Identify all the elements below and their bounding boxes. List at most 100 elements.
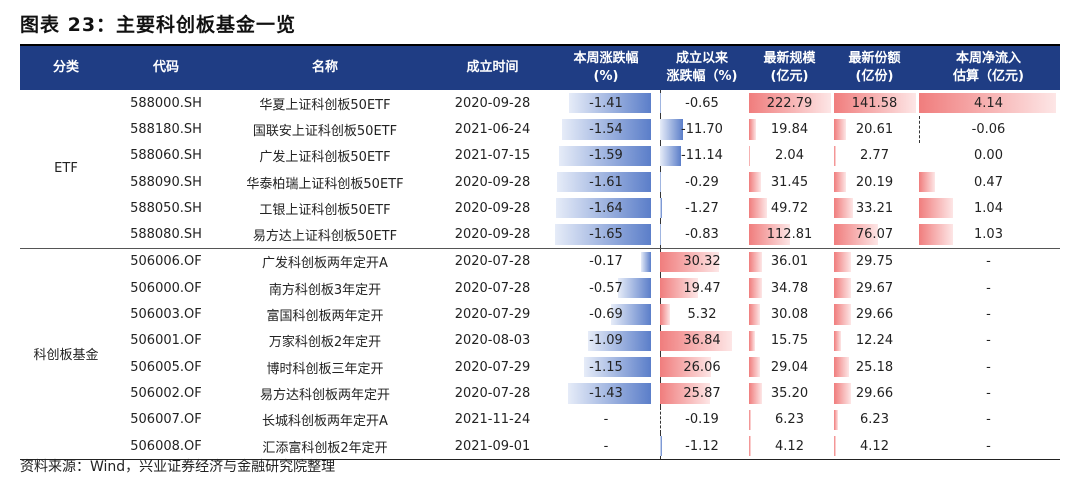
week-change-cell: -0.69 (555, 301, 657, 327)
table-row: 506000.OF 南方科创板3年定开 2020-07-28 -0.57 19.47 34… (20, 275, 1060, 302)
week-change-cell: -1.41 (555, 90, 657, 116)
week-change-cell: -0.17 (555, 248, 657, 275)
cell-value: 34.78 (770, 280, 809, 296)
since-inception-cell: 26.06 (657, 353, 747, 381)
bar-week-change (567, 383, 651, 404)
code-cell: 506003.OF (130, 307, 202, 323)
shares-cell: 20.19 (832, 169, 917, 195)
net-inflow-cell: - (917, 432, 1060, 461)
name-cell: 博时科创板三年定开 (266, 361, 384, 377)
cell-value: 15.75 (770, 333, 809, 349)
cell-value: -1.09 (589, 333, 623, 349)
shares-cell: 12.24 (832, 328, 917, 354)
scale-cell: 6.23 (747, 407, 832, 433)
shares-cell: 141.58 (832, 90, 917, 116)
cell-value: -1.65 (589, 227, 623, 243)
net-inflow-cell: 1.03 (917, 221, 1060, 249)
bar-shares (834, 224, 878, 245)
shares-cell: 25.18 (832, 354, 917, 380)
bar-net-inflow (919, 93, 1057, 114)
net-inflow-cell: 0.00 (917, 143, 1060, 169)
cell-value: 6.23 (775, 412, 804, 428)
bar-shares (834, 409, 838, 430)
name-cell: 富国科创板两年定开 (266, 309, 384, 325)
net-inflow-cell: - (917, 380, 1060, 406)
name-cell: 易方达上证科创板50ETF (220, 221, 430, 249)
code-cell: 588090.SH (130, 174, 202, 190)
bar-scale (749, 356, 760, 378)
cell-value: 35.20 (770, 385, 809, 401)
bar-scale (749, 171, 761, 193)
scale-cell: 31.45 (747, 169, 832, 195)
cell-value: 26.06 (683, 359, 721, 375)
bar-shares (834, 145, 836, 166)
table-row: 506003.OF 富国科创板两年定开 2020-07-29 -0.69 5.32 30.… (20, 301, 1060, 328)
scale-cell: 15.75 (747, 328, 832, 354)
bar-since-inception (659, 330, 732, 351)
col-header-since-inception: 成立以来 涨跌幅（%) (657, 46, 747, 90)
table-row: 506005.OF 博时科创板三年定开 2020-07-29 -1.15 26.06 29… (20, 353, 1060, 381)
cell-value: 0.47 (974, 174, 1003, 190)
bar-net-inflow (919, 224, 954, 245)
bar-shares (834, 383, 852, 404)
since-inception-cell: -1.12 (657, 432, 747, 461)
cell-value: - (986, 333, 991, 349)
bar-week-change (555, 198, 651, 219)
bar-since-inception (659, 435, 662, 457)
bar-net-inflow (919, 198, 954, 219)
net-inflow-cell: - (917, 248, 1060, 275)
cell-value: 29.75 (855, 254, 894, 270)
table-row: 506001.OF 万家科创板2年定开 2020-08-03 -1.09 36.84 15… (20, 327, 1060, 354)
bar-week-change (610, 304, 651, 325)
bar-shares (834, 119, 846, 140)
cell-value: 30.32 (683, 254, 721, 270)
cell-value: -1.41 (589, 95, 623, 111)
cell-value: -0.17 (589, 254, 623, 270)
cell-value: 19.84 (770, 121, 809, 137)
scale-cell: 36.01 (747, 248, 832, 275)
table-row: ETF 588000.SH 华夏上证科创板50ETF 2020-09-28 -1.41 -… (20, 90, 1060, 249)
source-note: 资料来源：Wind，兴业证券经济与金融研究院整理 (20, 459, 336, 475)
cell-value: 2.04 (775, 148, 804, 164)
date-cell: 2021-09-01 (430, 432, 555, 461)
name-cell: 易方达科创板两年定开 (259, 387, 390, 403)
date-cell: 2020-09-28 (454, 174, 531, 190)
cell-value: 20.61 (855, 121, 894, 137)
bar-week-change (617, 278, 651, 299)
bar-shares (834, 171, 846, 193)
name-cell: 万家科创板2年定开 (268, 335, 382, 351)
header-row: 分类 代码 名称 成立时间 本周涨跌幅 (%) 成立以来 涨跌幅（%) 最新规模 (亿… (20, 46, 1060, 90)
bar-since-inception (659, 171, 661, 193)
bar-week-change (561, 119, 651, 140)
week-change-cell: -1.59 (555, 143, 657, 169)
bar-since-inception (659, 119, 683, 140)
cell-value: -1.27 (685, 200, 719, 216)
cell-value: -1.43 (589, 385, 623, 401)
cell-value: -1.61 (589, 174, 623, 190)
cell-value: -11.70 (681, 121, 723, 137)
shares-cell: 33.21 (832, 195, 917, 221)
bar-scale (749, 383, 762, 404)
code-cell: 588000.SH (130, 95, 202, 111)
cell-value: 12.24 (855, 333, 894, 349)
code-cell: 588060.SH (130, 148, 202, 164)
since-inception-cell: -1.27 (657, 195, 747, 222)
cell-value: - (603, 438, 609, 454)
scale-cell: 19.84 (747, 116, 832, 142)
net-inflow-cell: 1.04 (917, 195, 1060, 221)
net-inflow-cell: - (917, 407, 1060, 433)
cell-value: -0.65 (685, 95, 719, 111)
shares-cell: 29.67 (832, 275, 917, 301)
cell-value: 36.01 (770, 254, 809, 270)
name-cell: 广发科创板两年定开A (262, 256, 388, 272)
col-header-week-change: 本周涨跌幅 (%) (555, 46, 657, 90)
week-change-cell: -1.09 (555, 328, 657, 354)
bar-week-change (569, 93, 651, 114)
shares-cell: 29.66 (832, 301, 917, 327)
bar-scale (749, 145, 750, 166)
date-cell: 2020-07-29 (454, 307, 531, 323)
since-inception-cell: -0.83 (657, 221, 747, 249)
bar-shares (834, 278, 852, 299)
name-cell: 华夏上证科创板50ETF (259, 97, 391, 113)
col-header-net-inflow: 本周净流入 估算（亿元) (917, 46, 1060, 90)
